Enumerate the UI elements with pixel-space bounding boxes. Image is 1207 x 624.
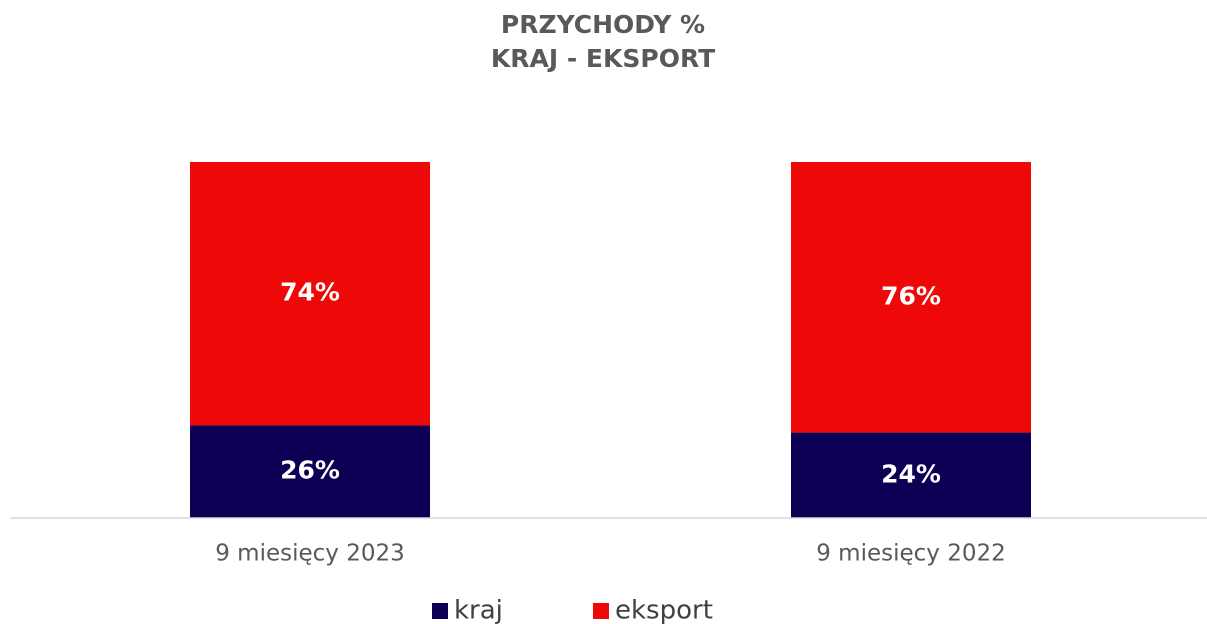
- x-tick-label: 9 miesięcy 2022: [816, 541, 1006, 567]
- bar-segment: [791, 432, 1031, 518]
- chart-title: KRAJ - EKSPORT: [491, 44, 715, 73]
- legend-label: kraj: [454, 596, 503, 624]
- x-tick-label: 9 miesięcy 2023: [215, 541, 405, 567]
- data-label: 74%: [280, 278, 340, 307]
- bar-segment: [190, 425, 430, 518]
- legend-label: eksport: [615, 596, 713, 624]
- chart-title: PRZYCHODY %: [501, 10, 705, 39]
- data-label: 76%: [881, 281, 941, 310]
- bar-segment: [791, 162, 1031, 433]
- legend-swatch: [593, 603, 609, 619]
- data-label: 24%: [881, 459, 941, 488]
- data-label: 26%: [280, 456, 340, 485]
- bar-segment: [190, 162, 430, 426]
- legend-swatch: [432, 603, 448, 619]
